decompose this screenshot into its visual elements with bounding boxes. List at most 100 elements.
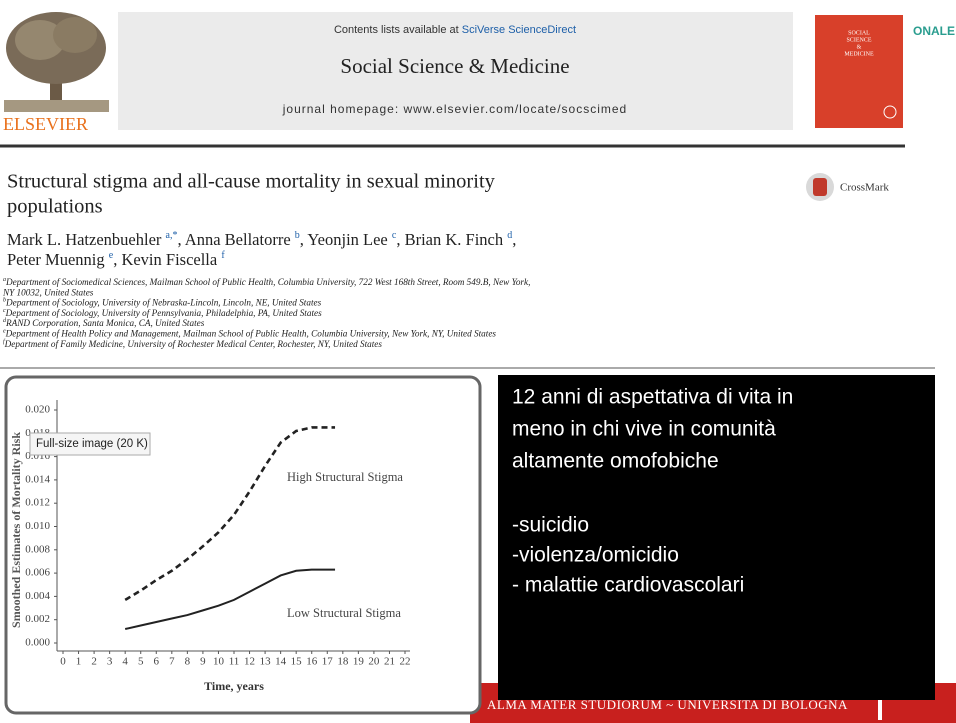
x-tick-label: 15 xyxy=(291,656,303,668)
tooltip: Full-size image (20 K) xyxy=(36,438,148,450)
x-tick-label: 22 xyxy=(400,656,411,668)
y-axis-label: Smoothed Estimates of Mortality Risk xyxy=(9,432,23,628)
x-axis-label: Time, years xyxy=(204,679,264,693)
affiliation: dRAND Corporation, Santa Monica, CA, Uni… xyxy=(3,318,205,328)
x-tick-label: 10 xyxy=(213,656,225,668)
elsevier-tree xyxy=(4,12,109,112)
title-line: Structural stigma and all-cause mortalit… xyxy=(7,171,496,193)
author-sup: d xyxy=(507,230,512,241)
footer-text: ALMA MATER STUDIORUM ~ UNIVERSITA DI BOL… xyxy=(487,697,848,712)
x-tick-label: 18 xyxy=(337,656,349,668)
crossmark-label[interactable]: CrossMark xyxy=(840,182,889,194)
x-tick-label: 4 xyxy=(122,656,128,668)
x-tick-label: 7 xyxy=(169,656,175,668)
affiliation: aDepartment of Sociomedical Sciences, Ma… xyxy=(3,277,530,287)
affiliation-mark: c xyxy=(3,308,6,314)
x-tick-label: 8 xyxy=(185,656,191,668)
series-label: High Structural Stigma xyxy=(287,470,403,484)
affiliation-text: Department of Health Policy and Manageme… xyxy=(5,329,497,339)
x-tick-label: 2 xyxy=(91,656,97,668)
affiliation-mark: b xyxy=(3,298,6,304)
journal-banner xyxy=(118,12,793,130)
series-line xyxy=(124,426,336,602)
author-line: Peter Muennig e, Kevin Fiscella f xyxy=(7,250,225,269)
affiliation: eDepartment of Health Policy and Managem… xyxy=(3,329,496,339)
authors: Mark L. Hatzenbuehler a,*, Anna Bellator… xyxy=(7,230,516,269)
y-tick-label: 0.008 xyxy=(25,543,50,555)
y-tick-label: 0.012 xyxy=(25,497,50,509)
callout-line: meno in chi vive in comunità xyxy=(512,418,776,441)
affiliation-text: Department of Sociomedical Sciences, Mai… xyxy=(5,277,530,287)
callout-bullet: - malattie cardiovascolari xyxy=(512,574,744,597)
x-tick-label: 13 xyxy=(260,656,272,668)
author-sup: f xyxy=(221,250,225,261)
contents-prefix: Contents lists available at xyxy=(334,24,459,36)
affiliation-mark: d xyxy=(3,319,7,325)
affiliation-mark: a xyxy=(3,277,6,283)
journal-name: Social Science & Medicine xyxy=(340,54,569,78)
y-tick-label: 0.020 xyxy=(25,404,50,416)
title-line: populations xyxy=(7,196,103,218)
author-name: Mark L. Hatzenbuehler xyxy=(7,230,166,249)
author-name: , Kevin Fiscella xyxy=(113,250,221,269)
cover-line: & xyxy=(857,44,862,50)
x-tick-label: 11 xyxy=(229,656,240,668)
callout-box xyxy=(498,375,935,700)
series-label: Low Structural Stigma xyxy=(287,606,401,620)
cover-badge xyxy=(883,105,897,119)
x-tick-label: 20 xyxy=(368,656,380,668)
x-tick-label: 5 xyxy=(138,656,144,668)
side-text: ONALE xyxy=(913,24,955,38)
author-line: Mark L. Hatzenbuehler a,*, Anna Bellator… xyxy=(7,230,516,249)
callout-bullet: -suicidio xyxy=(512,514,589,537)
callout-bullet: -violenza/omicidio xyxy=(512,544,679,567)
y-tick-label: 0.014 xyxy=(25,473,50,485)
affiliation-text: NY 10032, United States xyxy=(2,287,94,297)
affiliations: aDepartment of Sociomedical Sciences, Ma… xyxy=(2,277,530,349)
author-name: , Brian K. Finch xyxy=(396,230,507,249)
tooltip-box xyxy=(29,432,151,456)
affiliation: NY 10032, United States xyxy=(2,287,94,297)
chart: 0.000 0.002 0.004 0.006 0.008 0.010 0.012 0.014… xyxy=(9,400,411,693)
y-tick-label: 0.002 xyxy=(25,613,50,625)
x-tick-label: 9 xyxy=(200,656,206,668)
chart-panel xyxy=(4,375,482,715)
x-tick-label: 21 xyxy=(384,656,395,668)
affiliation-text: Department of Sociology, University of N… xyxy=(5,298,322,308)
footer-marker xyxy=(878,700,882,720)
affiliation-text: Department of Sociology, University of P… xyxy=(5,308,322,318)
author-name: Peter Muennig xyxy=(7,250,109,269)
x-tick-label: 12 xyxy=(244,656,255,668)
article-title: Structural stigma and all-cause mortalit… xyxy=(7,171,496,218)
x-tick-label: 16 xyxy=(306,656,318,668)
author-name: , Anna Bellatorre xyxy=(177,230,294,249)
affiliation: cDepartment of Sociology, University of … xyxy=(3,308,322,318)
author-name: , Yeonjin Lee xyxy=(300,230,392,249)
y-tick-label: 0.000 xyxy=(25,637,50,649)
x-tick-label: 19 xyxy=(353,656,365,668)
author-name: , xyxy=(512,230,516,249)
x-tick-label: 0 xyxy=(60,656,66,668)
x-tick-label: 17 xyxy=(322,656,334,668)
y-tick-label: 0.010 xyxy=(25,520,50,532)
x-tick-label: 6 xyxy=(154,656,160,668)
journal-cover xyxy=(815,15,903,128)
contents-line: Contents lists available at SciVerse Sci… xyxy=(334,24,576,36)
contents-link[interactable]: SciVerse ScienceDirect xyxy=(462,24,576,36)
cover-line: SCIENCE xyxy=(846,37,871,43)
author-sup: a,* xyxy=(166,230,178,241)
affiliation-text: RAND Corporation, Santa Monica, CA, Unit… xyxy=(5,318,205,328)
affiliation: fDepartment of Family Medicine, Universi… xyxy=(3,338,382,349)
author-sup: c xyxy=(392,230,397,241)
affiliation-mark: e xyxy=(3,329,6,335)
series-line xyxy=(124,568,336,630)
journal-homepage: journal homepage: www.elsevier.com/locat… xyxy=(282,102,627,116)
callout-line: 12 anni di aspettativa di vita in xyxy=(512,386,793,409)
callout-line: altamente omofobiche xyxy=(512,450,719,473)
affiliation: bDepartment of Sociology, University of … xyxy=(3,298,322,308)
cover-line: SOCIAL xyxy=(848,30,870,36)
affiliation-mark: f xyxy=(3,338,6,345)
